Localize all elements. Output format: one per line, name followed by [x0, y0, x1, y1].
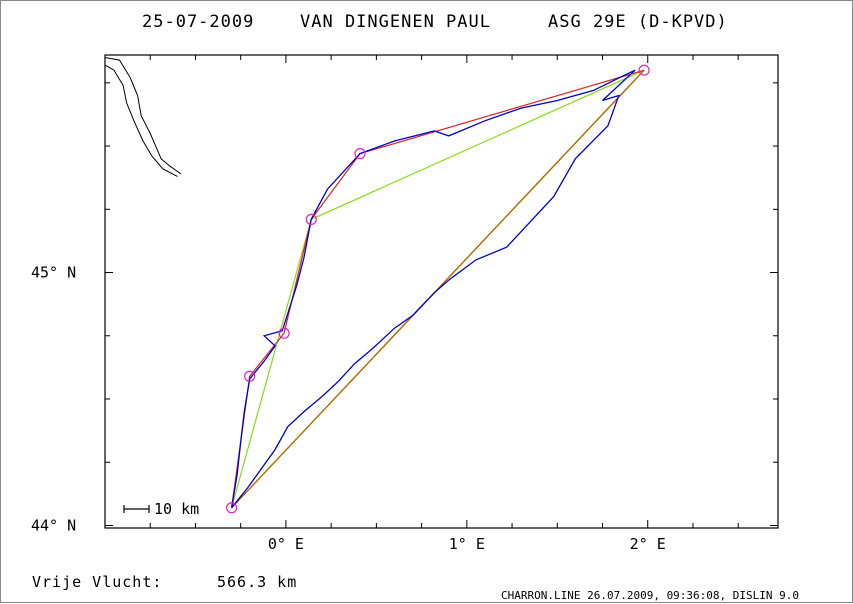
coastline: [104, 57, 182, 177]
turnpoint-marker: [354, 148, 366, 160]
frame-ticks: [104, 55, 778, 528]
longitude-labels: 0° E 1° E 2° E: [268, 535, 666, 553]
lat-tick-label: 45° N: [31, 264, 76, 282]
credit-line: CHARRON.LINE 26.07.2009, 09:36:08, DISLI…: [501, 589, 799, 602]
turnpoints: [226, 64, 650, 514]
lon-tick-label: 2° E: [630, 535, 666, 553]
lon-tick-label: 1° E: [449, 535, 485, 553]
distance-label: Vrije Vlucht:: [32, 573, 162, 591]
coast-segment: [104, 57, 182, 175]
lon-tick-label: 0° E: [268, 535, 304, 553]
turnpoint-marker: [244, 370, 256, 382]
coast-segment: [104, 64, 178, 177]
lat-tick-label: 44° N: [31, 516, 76, 534]
scale-bar-label: 10 km: [154, 500, 199, 518]
latitude-labels: 44° N 45° N: [31, 264, 76, 535]
map-frame: [104, 54, 779, 529]
scale-bar: 10 km: [123, 500, 199, 518]
distance-value: 566.3 km: [217, 573, 297, 591]
turnpoint-marker: [305, 213, 317, 226]
turnpoint-marker: [278, 327, 290, 339]
turnpoint-marker: [226, 502, 238, 514]
turnpoint-marker: [638, 64, 650, 76]
pilot-name: VAN DINGENEN PAUL: [300, 12, 491, 32]
glider-id: ASG 29E (D-KPVD): [548, 12, 728, 32]
flight-track: [230, 69, 636, 509]
flight-date: 25-07-2009: [142, 12, 254, 32]
